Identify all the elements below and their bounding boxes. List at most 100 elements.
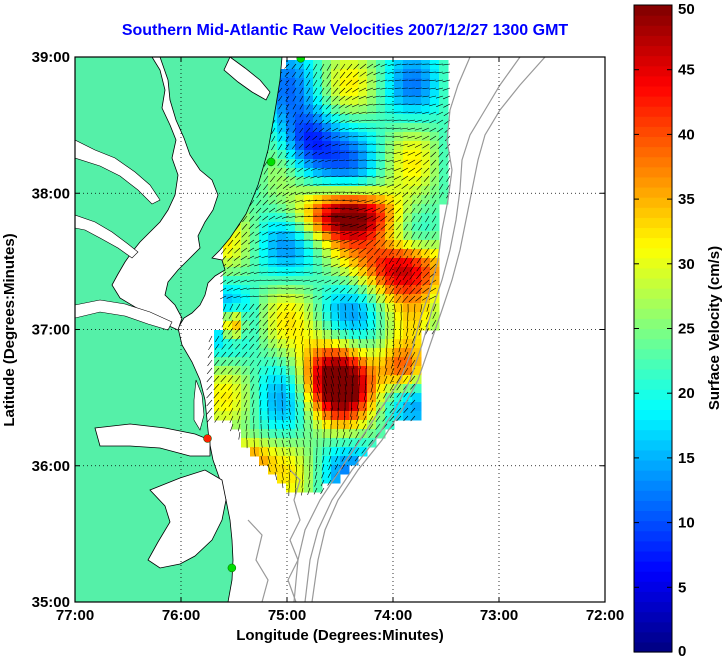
velocity-arrow bbox=[422, 159, 430, 166]
velocity-arrow bbox=[288, 191, 297, 196]
velocity-cell bbox=[286, 465, 296, 475]
velocity-arrow bbox=[248, 327, 255, 334]
velocity-cell bbox=[268, 186, 278, 196]
velocity-cell bbox=[331, 231, 341, 241]
velocity-cell bbox=[430, 123, 440, 133]
velocity-arrow bbox=[385, 351, 388, 361]
velocity-cell bbox=[331, 186, 341, 196]
velocity-cell bbox=[322, 393, 332, 403]
velocity-cell bbox=[394, 213, 404, 223]
velocity-arrow bbox=[220, 375, 227, 383]
velocity-arrow bbox=[381, 271, 388, 281]
velocity-arrow bbox=[403, 367, 409, 376]
velocity-cell bbox=[358, 393, 368, 403]
velocity-cell bbox=[367, 105, 377, 115]
velocity-cell bbox=[358, 411, 368, 421]
velocity-cell bbox=[349, 438, 359, 448]
velocity-arrow bbox=[366, 247, 374, 255]
velocity-arrow bbox=[337, 375, 341, 387]
velocity-arrow bbox=[373, 239, 381, 247]
velocity-cell bbox=[250, 357, 260, 367]
velocity-arrow bbox=[439, 191, 444, 199]
velocity-arrow bbox=[335, 455, 339, 463]
velocity-arrow bbox=[285, 79, 290, 86]
velocity-arrow bbox=[402, 199, 409, 206]
velocity-cell bbox=[223, 285, 233, 295]
velocity-cell bbox=[304, 123, 314, 133]
velocity-arrow bbox=[221, 415, 227, 423]
velocity-arrow bbox=[396, 255, 402, 265]
velocity-arrow bbox=[337, 359, 341, 370]
velocity-arrow bbox=[284, 319, 290, 328]
velocity-arrow bbox=[316, 271, 325, 275]
velocity-arrow bbox=[389, 399, 395, 406]
velocity-cell bbox=[439, 114, 449, 124]
velocity-cell bbox=[394, 69, 404, 79]
velocity-arrow bbox=[325, 295, 332, 301]
velocity-cell bbox=[421, 69, 431, 79]
velocity-cell bbox=[412, 204, 422, 214]
velocity-cell bbox=[268, 321, 278, 331]
velocity-cell bbox=[313, 267, 323, 277]
velocity-arrow bbox=[227, 327, 234, 335]
velocity-arrow bbox=[410, 415, 416, 422]
velocity-cell bbox=[403, 330, 413, 340]
velocity-arrow bbox=[234, 239, 241, 246]
velocity-cell bbox=[259, 366, 269, 376]
velocity-arrow bbox=[345, 87, 353, 94]
velocity-cell bbox=[268, 141, 278, 151]
velocity-arrow bbox=[315, 463, 318, 472]
velocity-arrow bbox=[407, 143, 416, 148]
velocity-arrow bbox=[312, 127, 318, 133]
velocity-arrow bbox=[262, 207, 269, 213]
velocity-arrow bbox=[236, 407, 241, 416]
velocity-cell bbox=[250, 438, 260, 448]
velocity-arrow bbox=[308, 471, 311, 480]
velocity-arrow bbox=[359, 135, 367, 137]
velocity-cell bbox=[403, 87, 413, 97]
velocity-cell bbox=[223, 294, 233, 304]
velocity-arrow bbox=[261, 255, 269, 259]
velocity-arrow bbox=[380, 223, 388, 230]
velocity-arrow bbox=[359, 127, 367, 130]
velocity-cell bbox=[403, 141, 413, 151]
velocity-cell bbox=[331, 294, 341, 304]
velocity-cell bbox=[421, 204, 431, 214]
velocity-arrow bbox=[354, 295, 360, 302]
velocity-arrow bbox=[337, 263, 346, 269]
velocity-arrow bbox=[299, 135, 304, 141]
velocity-arrow bbox=[315, 239, 325, 241]
velocity-cell bbox=[376, 132, 386, 142]
velocity-cell bbox=[214, 393, 224, 403]
velocity-cell bbox=[412, 177, 422, 187]
velocity-arrow bbox=[330, 303, 332, 311]
velocity-arrow bbox=[416, 183, 423, 190]
velocity-arrow bbox=[221, 351, 227, 358]
velocity-cell bbox=[358, 294, 368, 304]
velocity-cell bbox=[286, 231, 296, 241]
velocity-arrow bbox=[362, 415, 367, 424]
velocity-cell bbox=[268, 411, 278, 421]
velocity-cell bbox=[268, 204, 278, 214]
velocity-cell bbox=[286, 240, 296, 250]
velocity-arrow bbox=[316, 367, 320, 378]
velocity-cell bbox=[349, 366, 359, 376]
velocity-arrow bbox=[323, 271, 332, 276]
velocity-arrow bbox=[393, 175, 402, 180]
velocity-cell bbox=[349, 348, 359, 358]
velocity-cell bbox=[367, 402, 377, 412]
velocity-cell bbox=[412, 87, 422, 97]
velocity-cell bbox=[394, 186, 404, 196]
velocity-cell bbox=[412, 366, 422, 376]
velocity-arrow bbox=[315, 319, 318, 328]
velocity-cell bbox=[331, 222, 341, 232]
velocity-cell bbox=[385, 267, 395, 277]
velocity-cell bbox=[376, 276, 386, 286]
colorbar-segment bbox=[634, 641, 672, 653]
velocity-arrow bbox=[384, 367, 388, 377]
velocity-arrow bbox=[282, 223, 290, 227]
velocity-arrow bbox=[394, 199, 402, 206]
velocity-cell bbox=[412, 267, 422, 277]
velocity-cell bbox=[250, 330, 260, 340]
velocity-cell bbox=[403, 366, 413, 376]
